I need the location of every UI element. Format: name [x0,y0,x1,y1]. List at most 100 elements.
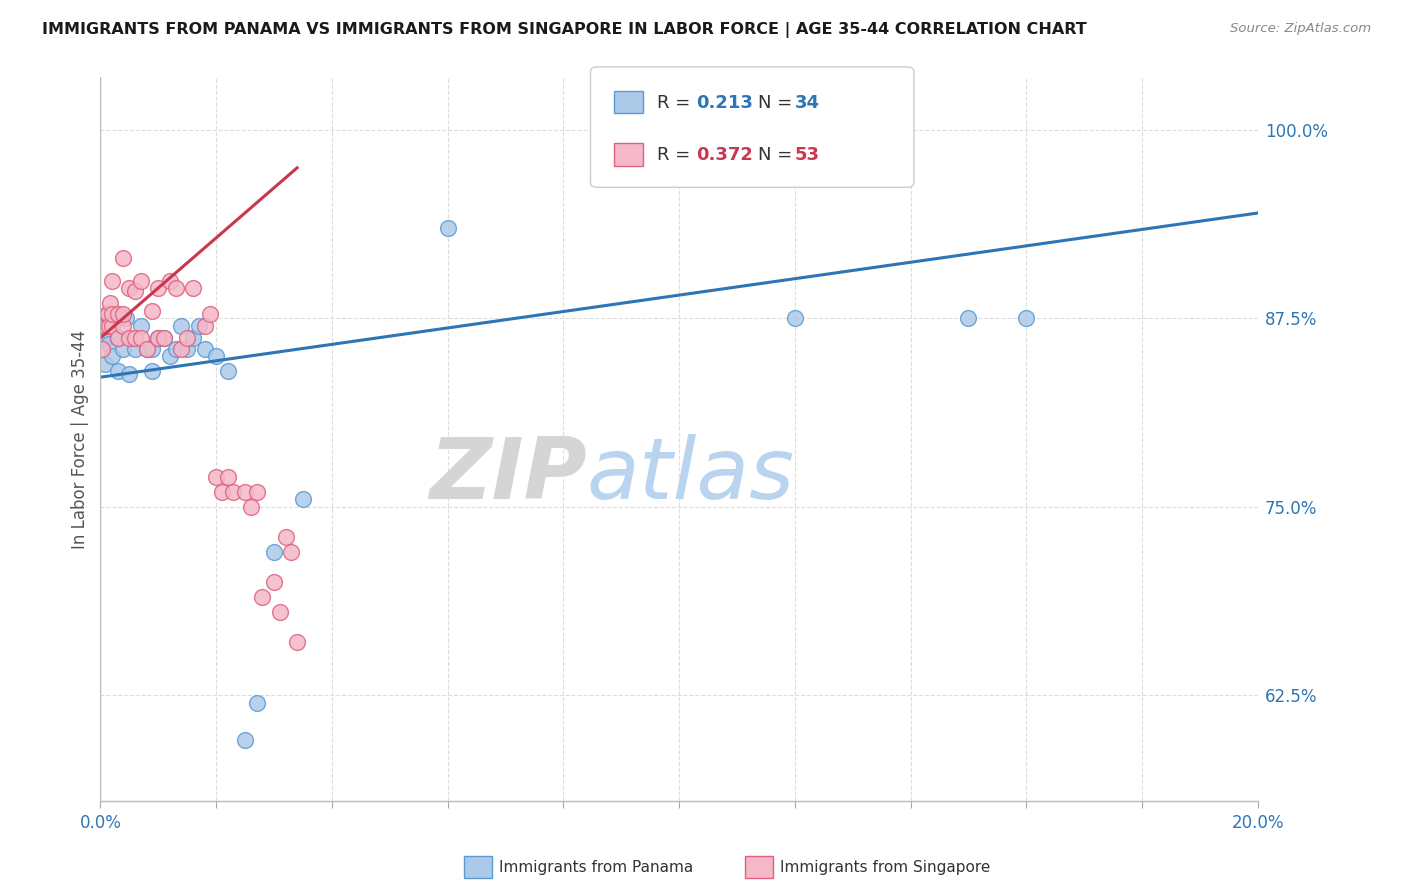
Point [233,484,256,499]
Text: N =: N = [758,94,797,112]
Point [107,364,129,378]
Point [159,274,181,288]
Point [252,590,274,604]
Point [165,281,187,295]
Point [90,318,112,333]
Point [165,342,187,356]
Point [1015,311,1038,326]
Point [98,318,121,333]
Point [148,331,170,345]
Point [124,342,146,356]
Point [124,285,146,299]
Point [159,349,181,363]
Point [91,318,114,333]
Point [211,484,233,499]
Text: 34: 34 [794,94,820,112]
Text: R =: R = [657,146,696,164]
Point [263,545,285,559]
Text: Immigrants from Singapore: Immigrants from Singapore [780,860,991,874]
Point [148,331,170,345]
Text: atlas: atlas [586,434,794,516]
Point [285,635,308,649]
Point [239,500,262,514]
Point [118,368,141,382]
Point [96,307,118,321]
Point [91,318,114,333]
Point [170,318,193,333]
Point [181,331,204,345]
Text: 53: 53 [794,146,820,164]
Point [291,492,314,507]
Point [263,575,285,590]
Point [94,357,117,371]
Point [217,469,239,483]
Text: R =: R = [657,94,696,112]
Point [101,318,124,333]
Point [274,530,297,544]
Text: ZIP: ZIP [429,434,586,516]
Text: 0.372: 0.372 [696,146,752,164]
Point [153,331,176,345]
Point [112,318,135,333]
Point [94,318,117,333]
Point [436,221,458,235]
Point [205,469,228,483]
Point [97,307,120,321]
Point [93,318,115,333]
Y-axis label: In Labor Force | Age 35-44: In Labor Force | Age 35-44 [72,329,89,549]
Point [170,342,193,356]
Point [246,696,269,710]
Text: Source: ZipAtlas.com: Source: ZipAtlas.com [1230,22,1371,36]
Point [193,342,215,356]
Point [107,331,129,345]
Text: IMMIGRANTS FROM PANAMA VS IMMIGRANTS FROM SINGAPORE IN LABOR FORCE | AGE 35-44 C: IMMIGRANTS FROM PANAMA VS IMMIGRANTS FRO… [42,22,1087,38]
Point [115,311,138,326]
Point [107,307,129,321]
Point [91,342,114,356]
Point [93,318,115,333]
Point [205,349,228,363]
Text: Immigrants from Panama: Immigrants from Panama [499,860,693,874]
Point [118,331,141,345]
Point [98,296,121,310]
Point [112,251,135,265]
Point [135,342,157,356]
Point [280,545,302,559]
Point [129,331,152,345]
Point [112,307,135,321]
Point [176,342,198,356]
Point [141,342,163,356]
Point [176,331,198,345]
Point [957,311,980,326]
Point [222,484,245,499]
Point [101,274,124,288]
Point [101,318,124,333]
Point [233,733,256,747]
Point [124,331,146,345]
Point [94,318,117,333]
Point [107,331,129,345]
Text: 0.213: 0.213 [696,94,752,112]
Point [129,274,152,288]
Point [153,331,176,345]
Point [141,364,163,378]
Point [118,281,141,295]
Point [200,307,222,321]
Point [129,318,152,333]
Text: N =: N = [758,146,797,164]
Point [181,281,204,295]
Point [269,605,291,619]
Point [94,318,117,333]
Point [141,304,163,318]
Point [187,318,209,333]
Point [98,337,121,351]
Point [101,307,124,321]
Point [217,364,239,378]
Point [101,349,124,363]
Point [148,281,170,295]
Point [94,318,117,333]
Point [112,342,135,356]
Point [135,342,157,356]
Point [246,484,269,499]
Point [783,311,806,326]
